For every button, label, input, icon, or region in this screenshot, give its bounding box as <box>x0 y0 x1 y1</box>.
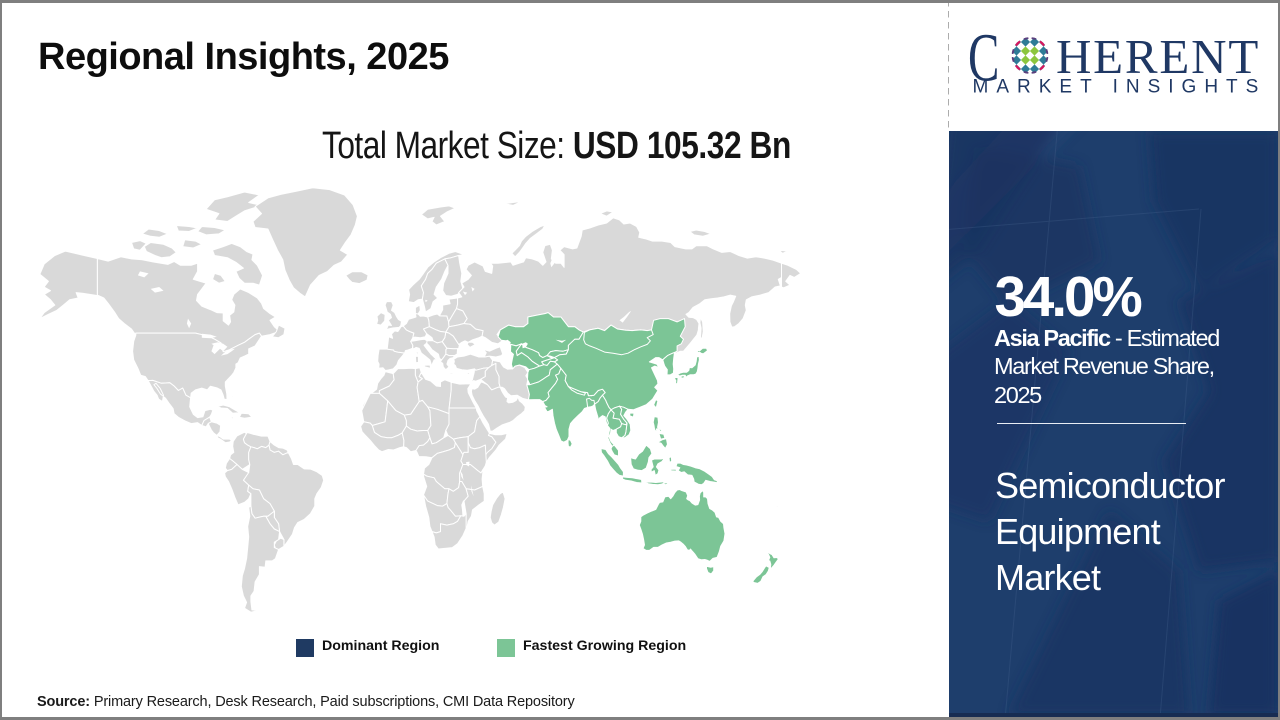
svg-text:HERENT: HERENT <box>1056 29 1260 84</box>
svg-text:MARKET INSIGHTS: MARKET INSIGHTS <box>973 77 1267 98</box>
svg-text:C: C <box>968 20 999 96</box>
